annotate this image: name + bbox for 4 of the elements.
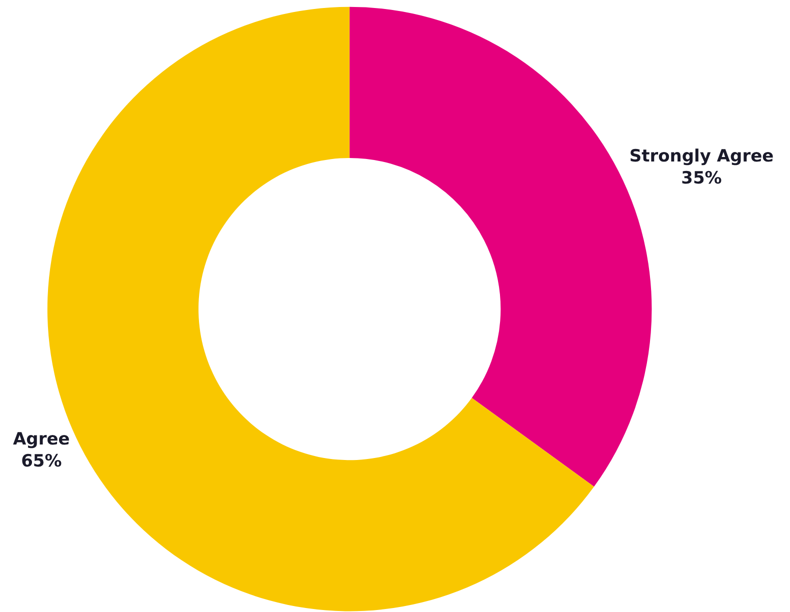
slice-label: Agree	[13, 430, 70, 450]
data-label: 35%	[681, 168, 722, 189]
data-label: 65%	[21, 452, 62, 472]
slice-label: Strongly Agree	[629, 146, 774, 166]
